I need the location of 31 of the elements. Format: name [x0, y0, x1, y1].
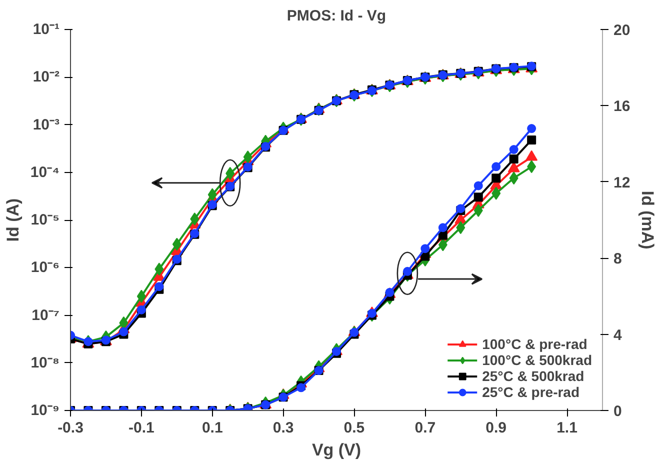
y-tick-label: 10⁻² [32, 68, 60, 86]
y2-tick-label: 0 [614, 403, 622, 420]
x-tick-label: 0.5 [344, 420, 365, 436]
legend-label: 100°C & 500krad [482, 352, 592, 368]
x-tick-label: 0.7 [414, 420, 436, 436]
y-axis-title: Id (A) [3, 198, 22, 242]
y2-axis-title: Id (mA) [638, 190, 658, 250]
y-tick-label: 10⁻⁵ [30, 212, 60, 228]
legend-label: 25°C & pre-rad [482, 384, 580, 400]
x-tick-label: 0.9 [486, 420, 507, 436]
x-tick-label: -0.1 [128, 420, 154, 436]
y2-tick-label: 4 [614, 326, 622, 344]
y-tick-label: 10⁻¹ [32, 21, 60, 38]
y-tick-label: 10⁻⁴ [30, 164, 60, 181]
y2-tick-label: 8 [614, 250, 622, 268]
legend-label: 25°C & 500krad [482, 368, 584, 384]
x-tick-label: -0.3 [58, 420, 84, 436]
y2-tick-label: 12 [614, 174, 630, 192]
x-tick-label: 0.3 [272, 420, 294, 436]
x-axis-title: Vg (V) [312, 440, 362, 460]
y-tick-label: 10⁻³ [32, 116, 60, 134]
y-tick-label: 10⁻⁹ [30, 402, 60, 419]
y-tick-label: 10⁻⁸ [30, 354, 60, 372]
y2-tick-label: 16 [614, 98, 630, 116]
legend-label: 100°C & pre-rad [482, 336, 588, 352]
y2-tick-label: 20 [614, 22, 630, 39]
x-tick-label: 0.1 [202, 420, 223, 436]
chart-title: PMOS: Id - Vg [286, 8, 386, 24]
y-tick-label: 10⁻⁷ [32, 306, 60, 324]
y-tick-label: 10⁻⁶ [30, 259, 60, 276]
x-tick-label: 1.1 [556, 420, 578, 436]
